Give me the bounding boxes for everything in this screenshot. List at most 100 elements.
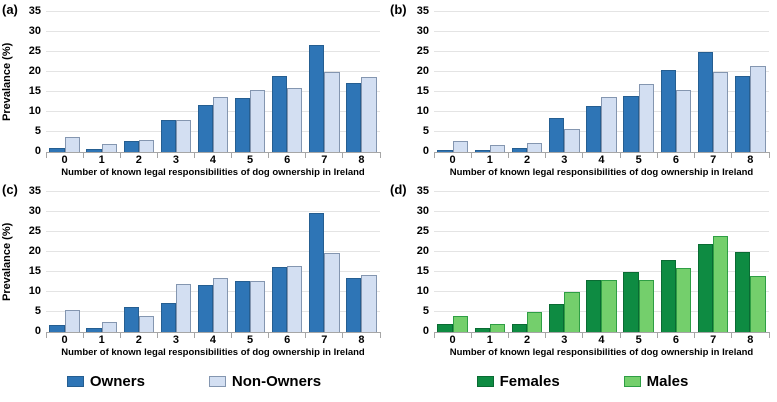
gridline-35 bbox=[434, 11, 769, 12]
x-tick-mark bbox=[619, 332, 621, 338]
bar-non-owners-6 bbox=[675, 90, 692, 152]
x-tick-mark bbox=[45, 152, 47, 158]
x-tick-mark bbox=[433, 152, 435, 158]
bar-females-2 bbox=[511, 324, 528, 332]
bar-owners-1 bbox=[474, 150, 490, 152]
bar-males-0 bbox=[452, 316, 468, 332]
y-tick-label-5: 5 bbox=[422, 305, 429, 317]
bars-container bbox=[434, 12, 769, 152]
bar-group-4 bbox=[583, 12, 620, 152]
panel-c-x-axis: 0 1 2 3 4 5 6 7 8 bbox=[0, 332, 388, 347]
bar-owners-7 bbox=[309, 45, 325, 152]
gridline-35 bbox=[46, 191, 380, 192]
bar-females-0 bbox=[437, 324, 453, 332]
panel-a-x-axis-title: Number of known legal responsibilities o… bbox=[61, 167, 365, 178]
x-tick-mark bbox=[731, 332, 733, 338]
x-tick-label-5: 5 bbox=[247, 333, 254, 346]
x-tick-label-2: 2 bbox=[135, 333, 142, 346]
legend-owners-nonowners: Owners Non-Owners bbox=[0, 360, 388, 402]
bar-males-3 bbox=[564, 292, 580, 332]
panel-a-label: (a) bbox=[2, 2, 18, 17]
bar-owners-3 bbox=[160, 303, 176, 332]
bar-group-3 bbox=[157, 192, 194, 332]
bar-non-owners-4 bbox=[212, 278, 229, 332]
bar-group-8 bbox=[732, 12, 769, 152]
bar-owners-5 bbox=[234, 281, 251, 332]
panel-d: (d) 0 5 10 15 20 25 30 35 0 1 2 3 4 5 6 7 8 Number of k… bbox=[388, 180, 777, 360]
panel-d-label: (d) bbox=[390, 182, 407, 197]
y-tick-label-15: 15 bbox=[416, 265, 429, 277]
y-tick-label-15: 15 bbox=[28, 85, 41, 97]
bar-non-owners-4 bbox=[601, 96, 617, 152]
panel-d-x-axis-title-row: Number of known legal responsibilities o… bbox=[388, 347, 777, 358]
bar-non-owners-3 bbox=[175, 284, 192, 332]
bar-females-6 bbox=[660, 260, 676, 332]
bars-container bbox=[46, 192, 380, 332]
x-tick-label-6: 6 bbox=[672, 333, 679, 346]
y-tick-label-35: 35 bbox=[28, 5, 41, 17]
x-tick-mark bbox=[231, 152, 233, 158]
bar-owners-3 bbox=[549, 118, 565, 152]
bar-non-owners-5 bbox=[250, 90, 266, 152]
bar-group-8 bbox=[732, 192, 769, 332]
panel-a-plot-area bbox=[45, 11, 381, 158]
panel-a-y-axis-title: Prevalance (%) bbox=[1, 42, 13, 122]
bar-females-3 bbox=[549, 304, 565, 332]
bar-owners-2 bbox=[123, 306, 139, 332]
y-tick-label-25: 25 bbox=[416, 225, 429, 237]
bar-owners-4 bbox=[197, 284, 213, 332]
x-tick-mark bbox=[656, 152, 658, 158]
x-tick-label-2: 2 bbox=[523, 333, 531, 346]
x-tick-mark bbox=[470, 152, 472, 158]
bar-non-owners-8 bbox=[361, 76, 377, 152]
x-tick-mark bbox=[231, 332, 233, 338]
bar-owners-6 bbox=[660, 70, 676, 152]
bar-group-1 bbox=[471, 192, 508, 332]
legend-item-males: Males bbox=[623, 373, 688, 390]
bar-group-7 bbox=[695, 192, 732, 332]
x-tick-label-6: 6 bbox=[672, 153, 679, 166]
x-tick-mark bbox=[768, 152, 770, 158]
x-tick-label-8: 8 bbox=[747, 333, 754, 346]
y-tick-label-20: 20 bbox=[416, 245, 429, 257]
panel-d-plot-area bbox=[433, 191, 770, 338]
x-tick-label-3: 3 bbox=[172, 153, 179, 166]
bar-group-8 bbox=[343, 12, 380, 152]
x-tick-mark bbox=[193, 152, 195, 158]
bars-container bbox=[434, 192, 769, 332]
bar-owners-0 bbox=[49, 324, 65, 332]
x-tick-mark bbox=[379, 152, 381, 158]
panel-c-plot-area bbox=[45, 191, 381, 338]
bar-group-2 bbox=[120, 192, 157, 332]
panel-a-y-axis: 0 5 10 15 20 25 30 35 bbox=[14, 6, 46, 157]
panel-d-x-axis-title: Number of known legal responsibilities o… bbox=[449, 347, 754, 358]
legend-item-owners: Owners bbox=[66, 373, 145, 390]
panel-b: (b) 0 5 10 15 20 25 30 35 0 1 2 3 4 5 6 7 8 Number of k… bbox=[388, 0, 777, 180]
bar-owners-1 bbox=[86, 149, 102, 152]
x-tick-label-6: 6 bbox=[284, 153, 291, 166]
bar-owners-8 bbox=[735, 76, 751, 152]
bar-group-0 bbox=[434, 192, 471, 332]
y-tick-label-5: 5 bbox=[34, 305, 41, 317]
x-tick-label-0: 0 bbox=[449, 333, 456, 346]
x-tick-mark bbox=[379, 332, 381, 338]
panel-b-x-axis: 0 1 2 3 4 5 6 7 8 bbox=[388, 152, 777, 167]
gridline-25 bbox=[46, 51, 380, 52]
panel-a-x-axis: 0 1 2 3 4 5 6 7 8 bbox=[0, 152, 388, 167]
legend-item-females: Females bbox=[476, 373, 560, 390]
x-tick-mark bbox=[656, 332, 658, 338]
panel-d-chart: 0 5 10 15 20 25 30 35 bbox=[388, 186, 777, 338]
bar-group-0 bbox=[434, 12, 471, 152]
x-tick-mark bbox=[82, 152, 84, 158]
x-tick-mark bbox=[342, 152, 344, 158]
x-tick-mark bbox=[156, 332, 158, 338]
y-tick-label-25: 25 bbox=[28, 45, 41, 57]
x-tick-label-3: 3 bbox=[561, 153, 568, 166]
x-tick-mark bbox=[433, 332, 435, 338]
bar-group-2 bbox=[508, 12, 545, 152]
bar-non-owners-3 bbox=[175, 120, 192, 152]
bar-non-owners-4 bbox=[212, 96, 229, 152]
gridline-20 bbox=[46, 71, 380, 72]
bar-females-7 bbox=[697, 244, 714, 332]
bar-owners-2 bbox=[123, 140, 139, 152]
